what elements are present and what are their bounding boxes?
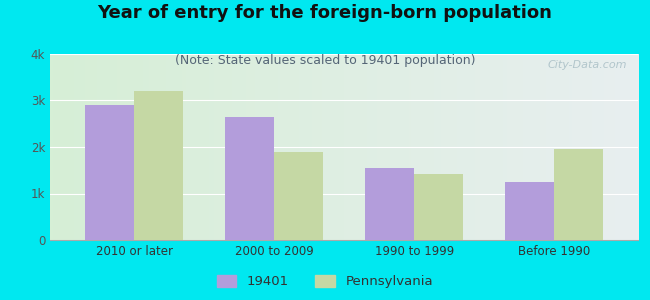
Bar bbox=[414, 173, 463, 240]
Text: City-Data.com: City-Data.com bbox=[547, 60, 627, 70]
Bar bbox=[505, 182, 554, 240]
Bar bbox=[365, 168, 414, 240]
Text: Year of entry for the foreign-born population: Year of entry for the foreign-born popul… bbox=[98, 4, 552, 22]
Bar bbox=[225, 117, 274, 240]
Bar bbox=[274, 152, 323, 240]
Bar bbox=[134, 91, 183, 240]
Legend: 19401, Pennsylvania: 19401, Pennsylvania bbox=[211, 269, 439, 293]
Bar bbox=[85, 105, 134, 240]
Bar bbox=[554, 149, 603, 240]
Text: (Note: State values scaled to 19401 population): (Note: State values scaled to 19401 popu… bbox=[175, 54, 475, 67]
